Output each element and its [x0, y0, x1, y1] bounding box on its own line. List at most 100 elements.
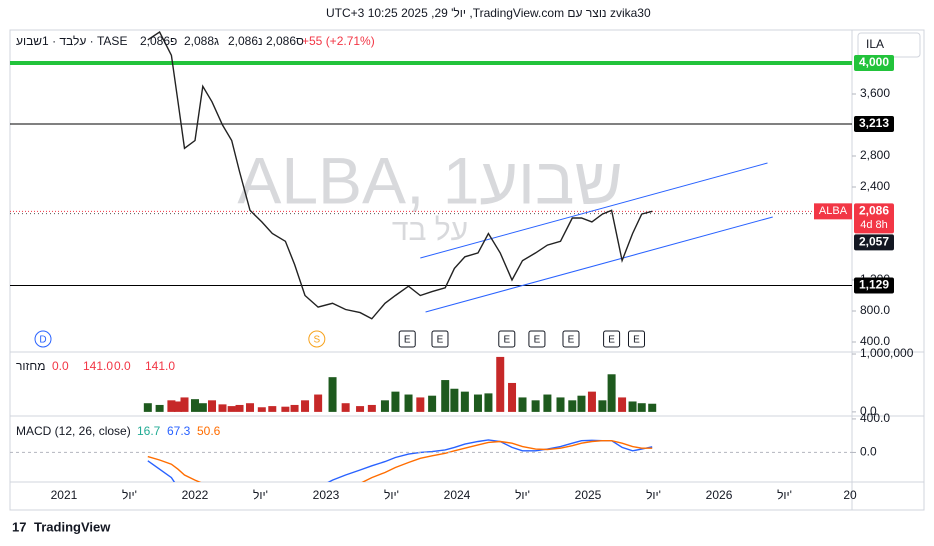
y-tick-label: 2,800 [860, 148, 890, 162]
y-tick-label: 0.0 [860, 404, 877, 418]
x-tick-label: 2021 [51, 488, 78, 502]
event-marker [431, 330, 449, 348]
x-tick-label: 20 [843, 488, 857, 502]
event-label: E [568, 335, 575, 346]
volume-bar [218, 404, 227, 412]
volume-bar [460, 391, 469, 412]
x-tick-label: יול' [515, 488, 530, 502]
currency[interactable]: ILA [866, 37, 884, 51]
symbol: עלבד · 1שבוע · TASE [16, 34, 127, 48]
macd-line [147, 439, 653, 482]
change: +55 (+2.71%) [302, 34, 375, 48]
x-tick-label: 2024 [444, 488, 471, 502]
event-label: E [404, 335, 411, 346]
prev-price-box [854, 234, 894, 251]
x-tick-label: 2025 [575, 488, 602, 502]
volume-bar [208, 400, 217, 412]
price-pane [10, 30, 852, 320]
channel-line [420, 162, 768, 259]
volume-bar [637, 403, 646, 412]
event-label: E [437, 335, 444, 346]
price-label-box [854, 116, 894, 133]
volume-bar [556, 397, 565, 412]
volume-legend-value: 0.0 [114, 359, 131, 373]
ohlc: ס2,086 [266, 34, 304, 48]
channel-line [425, 216, 773, 313]
x-tick-label: יול' [646, 488, 661, 502]
volume-bar [190, 399, 199, 412]
caption: zvika30 נוצר עם TradingView.com, יול' 29… [326, 6, 651, 20]
event-marker [34, 330, 52, 348]
macd-pane [10, 439, 852, 482]
volume-bar [257, 407, 266, 412]
volume-bar [587, 391, 596, 412]
volume-bar [290, 404, 299, 412]
volume-bar [143, 403, 152, 412]
ohlc: ג2,088 [184, 34, 219, 48]
volume-bar [450, 388, 459, 412]
macd-legend-value: 50.6 [197, 424, 221, 438]
volume-bar [568, 400, 577, 412]
volume-bar [628, 401, 637, 412]
volume-bar [598, 400, 607, 412]
volume-bar [235, 404, 244, 412]
volume-bar [577, 395, 586, 412]
price-label-box [854, 277, 894, 294]
volume-bar [281, 406, 290, 412]
last-price-label: 2,086 [859, 204, 889, 218]
x-tick-label: יול' [777, 488, 792, 502]
last-price-box [854, 203, 894, 234]
volume-bar [441, 380, 450, 412]
event-label: E [633, 335, 640, 346]
y-tick-label: 400.0 [860, 411, 890, 425]
x-tick-label: יול' [253, 488, 268, 502]
volume-bar [484, 393, 493, 412]
volume-bar [167, 400, 176, 412]
countdown: 4d 8h [860, 219, 888, 231]
volume-bar [531, 400, 540, 412]
macd-title: MACD (12, 26, close) [16, 424, 131, 438]
event-label: E [534, 335, 541, 346]
y-tick-label: 1,000,000 [860, 346, 914, 360]
price-line [147, 30, 653, 320]
event-label: D [39, 335, 46, 346]
event-marker [603, 330, 621, 348]
x-tick-label: 2023 [313, 488, 340, 502]
y-tick-label: 0.0 [860, 445, 877, 459]
ohlc: פ2,086 [140, 34, 177, 48]
price-label: 3,213 [859, 116, 889, 130]
volume-bar [301, 400, 310, 412]
x-tick-label: 2022 [182, 488, 209, 502]
volume-bar [404, 394, 413, 412]
event-marker [308, 330, 326, 348]
event-label: E [503, 335, 510, 346]
volume-bar [380, 400, 389, 412]
event-label: S [313, 335, 320, 346]
price-label-box [854, 55, 894, 72]
event-marker [498, 330, 516, 348]
watermark-sub: על בד [392, 214, 468, 247]
volume-pane [143, 356, 657, 412]
y-tick-label: 400.0 [860, 334, 890, 348]
volume-bar [180, 397, 189, 412]
logo-mark: 17 [12, 519, 26, 534]
symbol-label: ALBA [819, 205, 848, 217]
x-tick-label: 2026 [706, 488, 733, 502]
volume-bar [227, 406, 236, 412]
volume-legend-value: 0.0 [52, 359, 69, 373]
legends: עלבד · 1שבוע · TASE פ2,086 ג2,088 נ2,086… [16, 32, 921, 58]
event-marker [398, 330, 416, 348]
volume-bar [173, 401, 182, 412]
volume-bar [543, 394, 552, 412]
volume-bar [508, 382, 517, 412]
volume-bar [518, 397, 527, 412]
volume-bar [391, 391, 400, 412]
event-marker [528, 330, 546, 348]
volume-bar [155, 404, 164, 412]
y-tick-label: 800.0 [860, 303, 890, 317]
volume-legend-value: 141.0 [83, 359, 113, 373]
symbol-label-box [814, 203, 852, 220]
volume-bar [367, 404, 376, 412]
